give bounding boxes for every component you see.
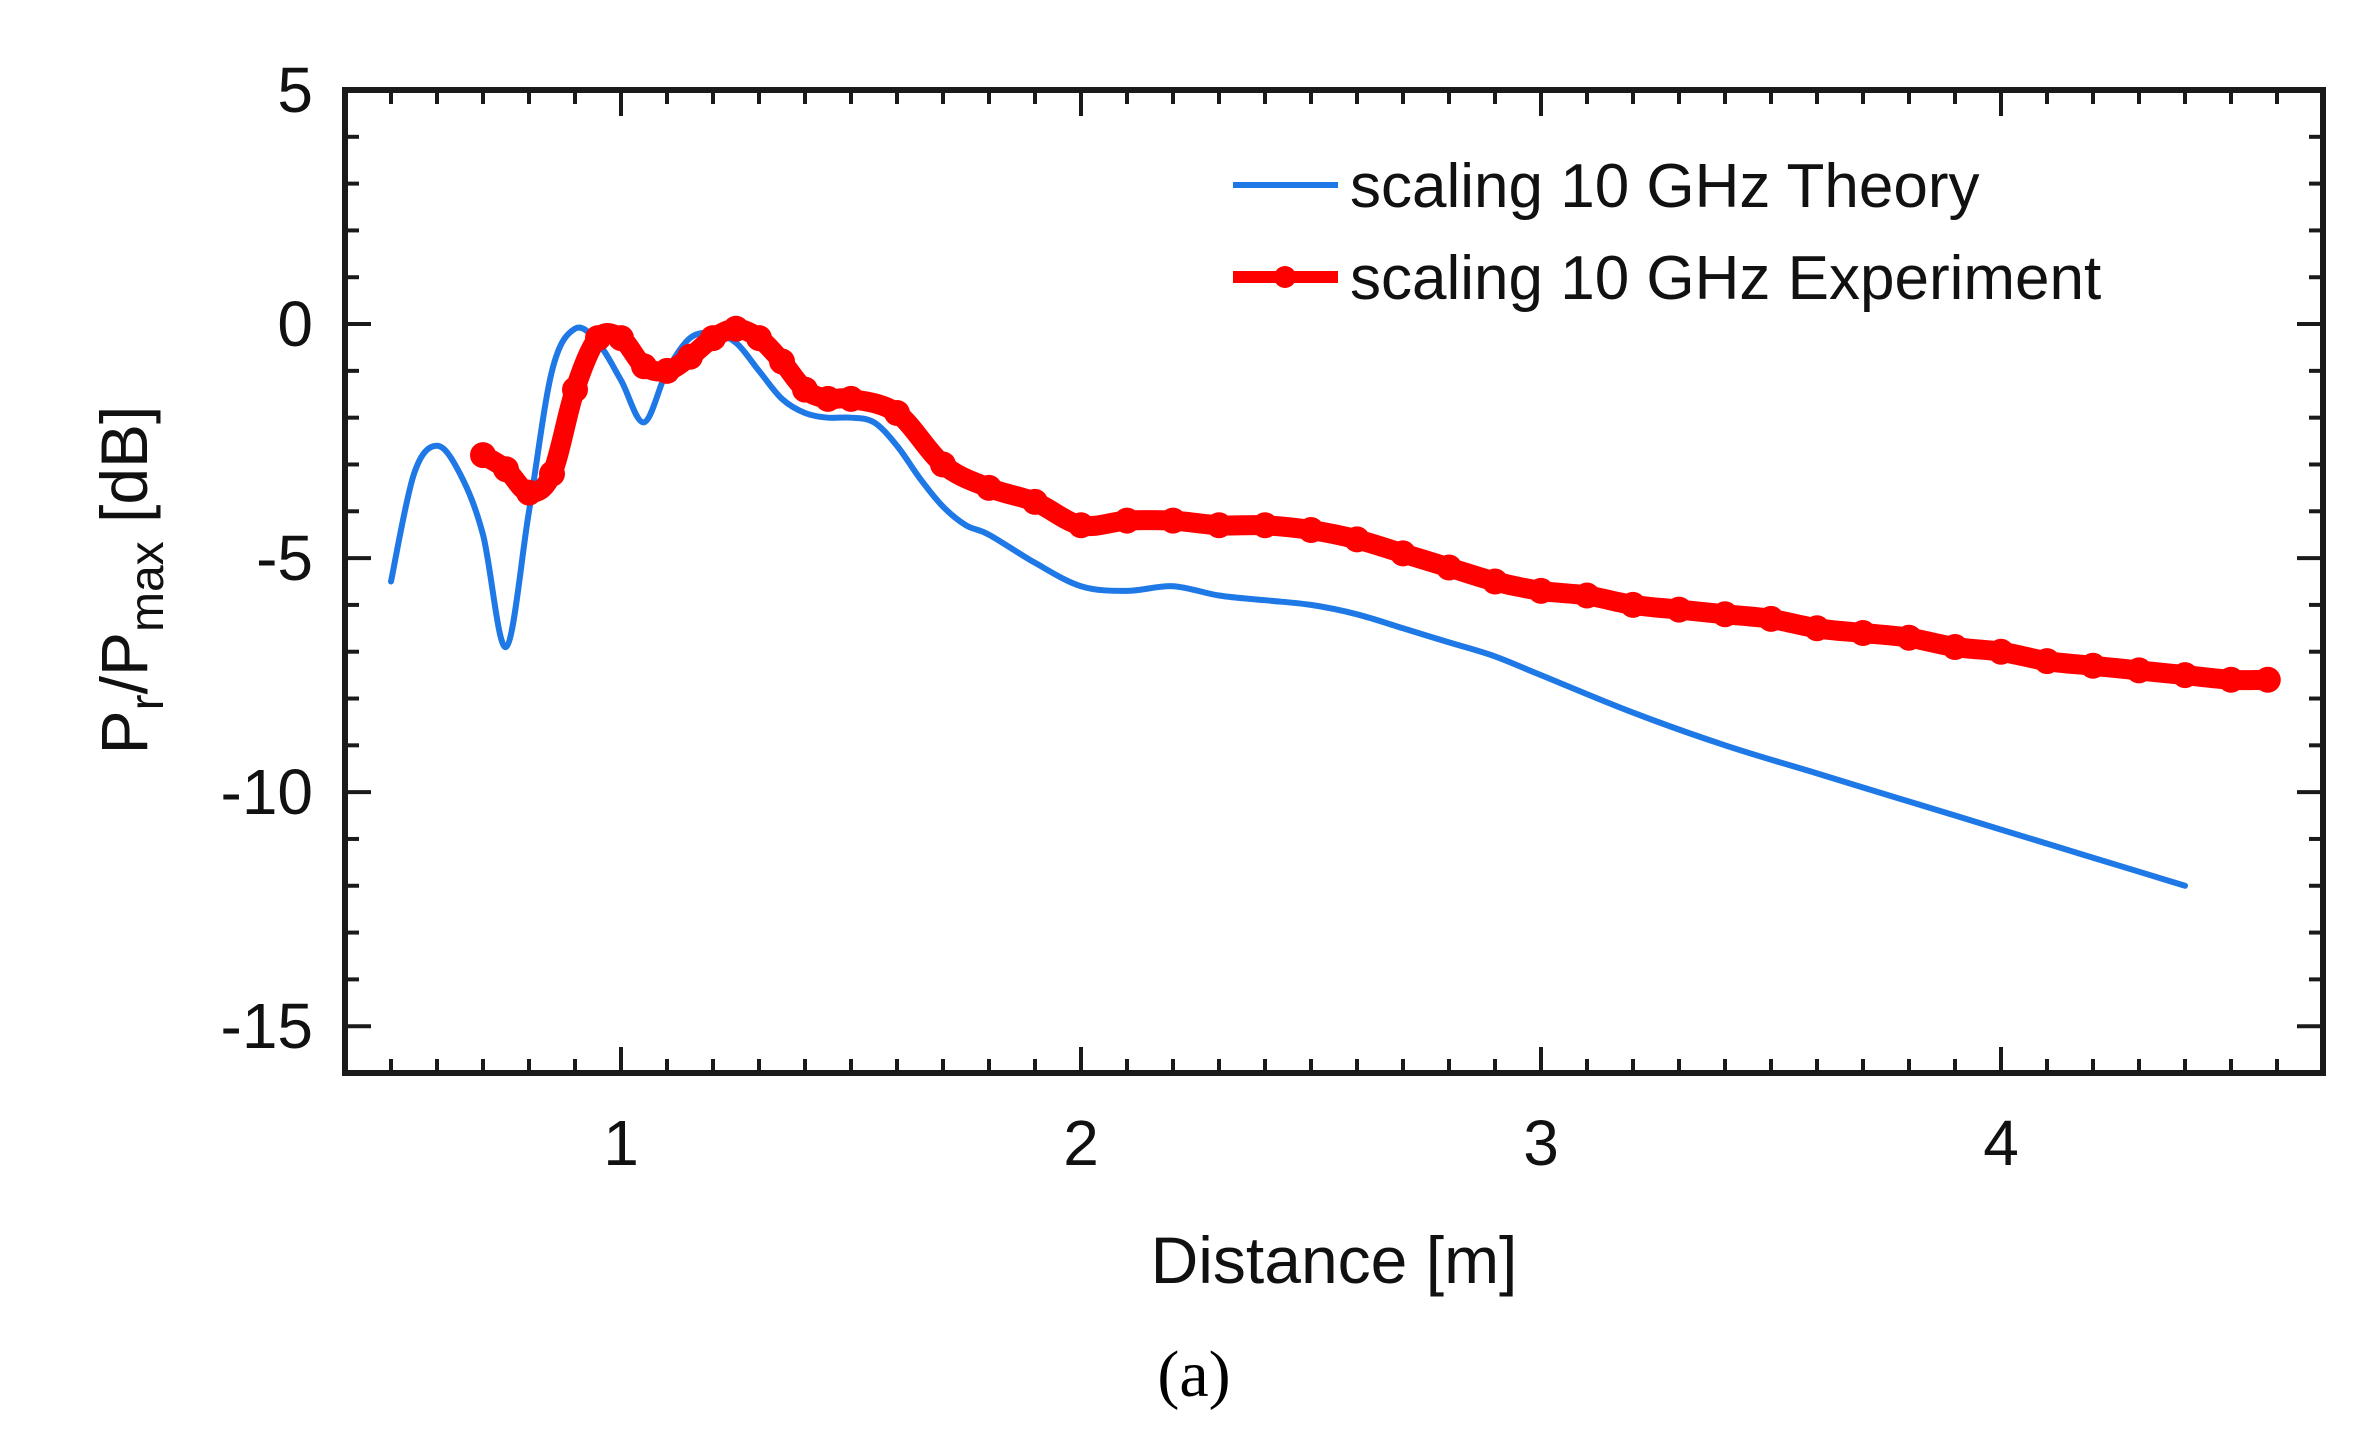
x-tick-label: 1: [603, 1107, 639, 1179]
x-tick-label: 3: [1523, 1107, 1559, 1179]
data-point: [930, 451, 956, 478]
data-point: [631, 353, 657, 380]
data-point: [700, 325, 726, 352]
data-point: [1160, 507, 1186, 534]
data-point: [562, 376, 588, 403]
data-point: [1988, 638, 2014, 665]
data-point: [1804, 615, 1830, 642]
data-point: [792, 376, 818, 403]
data-point: [2126, 657, 2152, 684]
data-point: [608, 325, 634, 352]
data-point: [2080, 652, 2106, 679]
data-point: [2172, 662, 2198, 689]
legend: scaling 10 GHz Theory scaling 10 GHz Exp…: [1233, 152, 2101, 313]
data-point: [2254, 666, 2281, 693]
legend-marker-experiment: [1274, 266, 1296, 288]
series-line-theory: [388, 324, 2188, 889]
y-tick-label: 5: [277, 54, 313, 126]
data-point: [1436, 554, 1462, 581]
data-point: [585, 325, 611, 352]
figure-caption: (a): [1157, 1338, 1230, 1411]
data-point: [1942, 634, 1968, 660]
data-point: [1850, 620, 1876, 646]
data-point: [815, 385, 841, 412]
data-point: [654, 357, 680, 384]
data-point: [746, 325, 772, 352]
x-axis-title: Distance [m]: [1151, 1223, 1518, 1297]
data-point: [1758, 605, 1784, 632]
y-tick-label: -10: [221, 756, 314, 828]
y-tick-labels: 5 0 -5 -10 -15: [221, 54, 314, 1062]
plot-frame: [342, 87, 2326, 1076]
data-point: [1620, 591, 1646, 618]
data-point: [677, 343, 703, 370]
data-point: [1068, 512, 1094, 539]
axis-ticks: [345, 88, 2323, 1075]
y-tick-label: -15: [221, 990, 314, 1062]
data-point: [1666, 596, 1692, 623]
x-tick-labels: 1 2 3 4: [603, 1107, 2019, 1179]
data-point: [723, 315, 749, 342]
series-layer: [388, 315, 2281, 889]
data-point: [1344, 526, 1370, 553]
data-point: [516, 479, 542, 506]
data-point: [1252, 512, 1278, 539]
y-axis-title: Pr/Pmax [dB]: [87, 406, 174, 755]
data-point: [2034, 648, 2060, 675]
x-tick-label: 2: [1063, 1107, 1099, 1179]
data-point: [769, 348, 795, 375]
data-point: [1896, 624, 1922, 651]
data-point: [1022, 488, 1048, 515]
data-point: [884, 400, 910, 426]
data-point: [1574, 582, 1600, 609]
data-point: [539, 460, 565, 487]
data-point: [1390, 540, 1416, 567]
data-point: [493, 456, 519, 483]
y-tick-label: 0: [277, 288, 313, 360]
data-point: [2218, 666, 2244, 693]
legend-label-theory: scaling 10 GHz Theory: [1350, 152, 1979, 221]
data-point: [1528, 577, 1554, 604]
data-point: [838, 385, 864, 412]
legend-label-experiment: scaling 10 GHz Experiment: [1350, 244, 2101, 313]
data-point: [1482, 568, 1508, 595]
data-point: [1114, 507, 1140, 534]
data-point: [1206, 512, 1232, 539]
y-tick-label: -5: [256, 522, 313, 594]
series-line-experiment: [473, 318, 2278, 691]
data-point: [976, 474, 1002, 501]
x-tick-label: 4: [1983, 1107, 2019, 1179]
data-point: [470, 442, 496, 469]
data-point: [1298, 517, 1324, 543]
data-point: [1712, 601, 1738, 628]
